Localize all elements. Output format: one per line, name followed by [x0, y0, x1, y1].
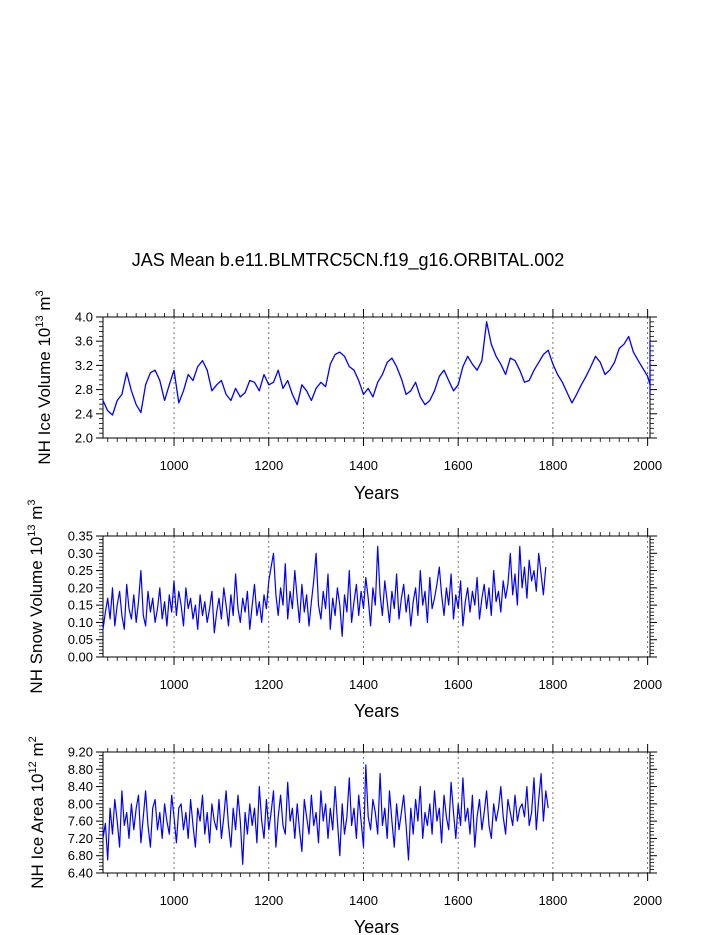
y-axis-label: NH Ice Volume 1013 m3: [34, 290, 54, 464]
x-tick-label: 1600: [444, 458, 473, 473]
plot-frame: [102, 535, 651, 658]
x-tick-label: 1800: [538, 893, 567, 908]
y-tick-label: 6.80: [68, 848, 93, 863]
y-axis-label-exponent: 12: [27, 761, 39, 773]
y-tick-label: 8.00: [68, 796, 93, 811]
x-tick-label: 1400: [349, 677, 378, 692]
x-tick-label: 1200: [254, 458, 283, 473]
y-axis-label-unit-exponent: 3: [34, 290, 46, 296]
y-tick-label: 3.6: [75, 334, 93, 349]
y-tick-label: 0.05: [68, 632, 93, 647]
x-tick-label: 1200: [254, 893, 283, 908]
y-tick-label: 9.20: [68, 745, 93, 760]
x-tick-label: 2000: [633, 677, 662, 692]
x-tick-label: 1800: [538, 677, 567, 692]
y-tick-label: 7.60: [68, 814, 93, 829]
plot-frame: [102, 751, 651, 874]
axis-ticks: [96, 309, 657, 446]
y-tick-label: 0.00: [68, 650, 93, 665]
y-tick-label: 0.35: [68, 529, 93, 544]
series-line-snow-volume: [102, 545, 547, 637]
y-tick-label: 8.40: [68, 779, 93, 794]
y-tick-labels: 2.0 2.4 2.8 3.2 3.6 4.0: [75, 310, 93, 446]
axis-ticks: [96, 744, 657, 881]
x-axis-label: Years: [354, 701, 399, 721]
y-tick-label: 0.25: [68, 563, 93, 578]
x-tick-label: 1600: [444, 677, 473, 692]
y-tick-labels: 0.00 0.05 0.10 0.15 0.20 0.25 0.30 0.35: [68, 529, 93, 665]
y-axis-label-exponent: 13: [26, 524, 38, 536]
y-axis-label-unit: m: [27, 506, 46, 525]
y-axis-label-text: NH Ice Volume 10: [35, 328, 54, 465]
x-tick-label: 1000: [160, 458, 189, 473]
chart-title: JAS Mean b.e11.BLMTRC5CN.f19_g16.ORBITAL…: [132, 250, 565, 271]
panel-ice-area: 6.40 6.80 7.20 7.60 8.00 8.40 8.80 9.20 1000 120…: [27, 736, 662, 935]
y-tick-label: 8.80: [68, 762, 93, 777]
panel-ice-volume: 2.0 2.4 2.8 3.2 3.6 4.0 1000 1200 1400 1600 1800 2…: [34, 290, 662, 503]
panel-snow-volume: 0.00 0.05 0.10 0.15 0.20 0.25 0.30 0.35 1000 120…: [26, 499, 662, 721]
grid-lines: [173, 317, 649, 438]
x-tick-label: 1200: [254, 677, 283, 692]
axis-ticks: [96, 528, 657, 665]
x-tick-labels: 1000 1200 1400 1600 1800 2000: [160, 458, 663, 473]
y-tick-labels: 6.40 6.80 7.20 7.60 8.00 8.40 8.80 9.20: [68, 745, 93, 881]
plot-frame: [102, 316, 651, 439]
x-tick-labels: 1000 1200 1400 1600 1800 2000: [160, 677, 663, 692]
series-line-ice-volume: [102, 321, 651, 416]
y-axis-label-text: NH Ice Area 10: [28, 773, 47, 888]
y-tick-label: 0.15: [68, 598, 93, 613]
y-tick-label: 3.2: [75, 358, 93, 373]
y-axis-label-unit: m: [35, 296, 54, 315]
y-axis-label: NH Ice Area 1012 m2: [27, 736, 47, 889]
y-tick-label: 6.40: [68, 866, 93, 881]
x-axis-label: Years: [354, 917, 399, 935]
y-tick-label: 2.8: [75, 382, 93, 397]
x-tick-label: 1800: [538, 458, 567, 473]
y-tick-label: 2.4: [75, 406, 93, 421]
x-tick-label: 1400: [349, 458, 378, 473]
y-tick-label: 0.20: [68, 580, 93, 595]
y-tick-label: 2.0: [75, 431, 93, 446]
x-tick-label: 1600: [444, 893, 473, 908]
series-line-ice-area: [102, 764, 549, 866]
y-tick-label: 0.30: [68, 546, 93, 561]
x-tick-label: 1000: [160, 893, 189, 908]
x-tick-labels: 1000 1200 1400 1600 1800 2000: [160, 893, 663, 908]
x-tick-label: 2000: [633, 893, 662, 908]
x-tick-label: 1400: [349, 893, 378, 908]
grid-lines: [173, 536, 649, 657]
y-axis-label: NH Snow Volume 1013 m3: [26, 499, 46, 693]
y-axis-label-text: NH Snow Volume 10: [27, 537, 46, 694]
x-tick-label: 1000: [160, 677, 189, 692]
y-tick-label: 4.0: [75, 310, 93, 325]
y-axis-label-unit: m: [28, 742, 47, 761]
y-tick-label: 7.20: [68, 831, 93, 846]
y-axis-label-unit-exponent: 2: [27, 736, 39, 742]
x-tick-label: 2000: [633, 458, 662, 473]
y-axis-label-unit-exponent: 3: [26, 499, 38, 505]
x-axis-label: Years: [354, 483, 399, 503]
y-tick-label: 0.10: [68, 615, 93, 630]
y-axis-label-exponent: 13: [34, 315, 46, 327]
